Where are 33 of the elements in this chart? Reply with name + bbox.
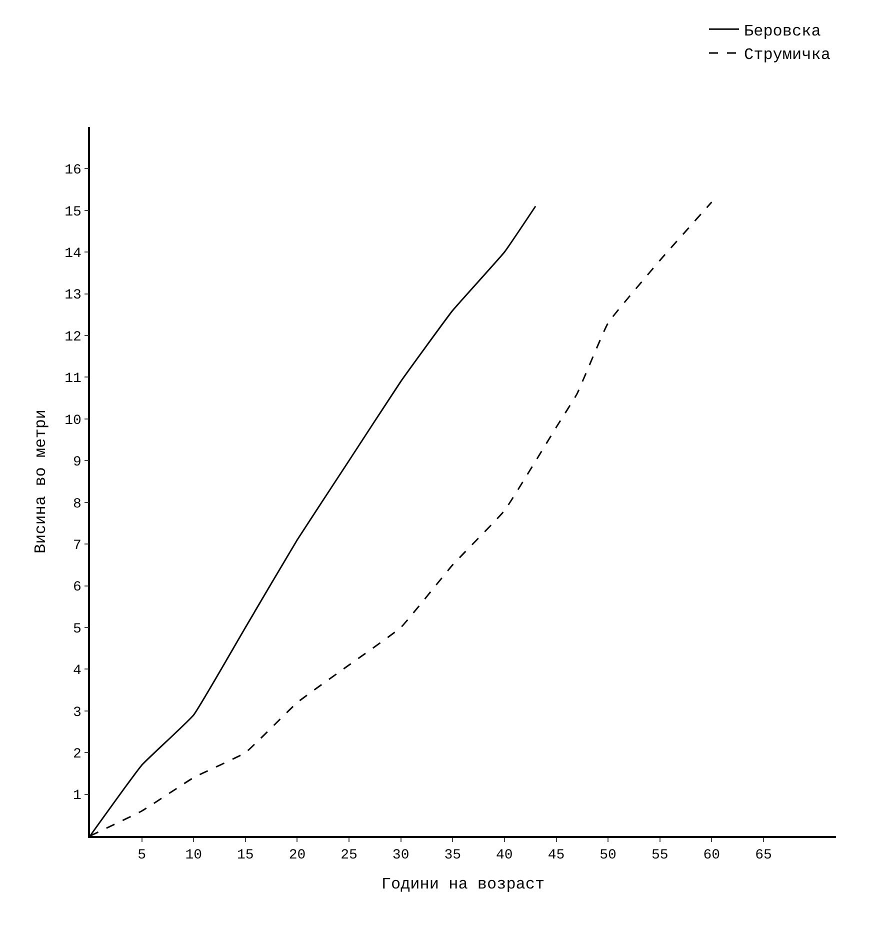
y-tick-label: 12 xyxy=(64,329,82,346)
x-tick-label: 25 xyxy=(340,848,358,864)
y-tick-label: 5 xyxy=(73,621,82,638)
x-tick-label: 15 xyxy=(237,848,254,864)
legend-label: Беровска xyxy=(744,22,822,40)
x-tick-label: 5 xyxy=(138,848,146,864)
x-tick-label: 55 xyxy=(651,848,668,864)
y-tick-label: 7 xyxy=(73,538,82,554)
x-tick-label: 65 xyxy=(755,848,772,864)
y-tick-label: 3 xyxy=(73,704,82,721)
x-axis-title: Години на возраст xyxy=(381,876,545,894)
y-tick-label: 1 xyxy=(73,788,82,804)
y-tick-label: 2 xyxy=(73,746,82,762)
legend-label: Струмичка xyxy=(744,46,831,64)
y-tick-label: 9 xyxy=(73,454,82,471)
y-tick-label: 15 xyxy=(64,204,82,220)
x-tick-label: 30 xyxy=(392,848,410,864)
y-tick-label: 11 xyxy=(64,371,82,388)
x-tick-label: 35 xyxy=(444,848,462,864)
y-tick-label: 14 xyxy=(64,246,82,262)
y-tick-label: 16 xyxy=(64,162,82,179)
x-tick-label: 45 xyxy=(548,848,565,864)
y-tick-label: 13 xyxy=(64,288,82,304)
y-tick-label: 10 xyxy=(64,412,82,429)
x-tick-label: 10 xyxy=(185,848,202,864)
y-tick-label: 8 xyxy=(73,496,82,512)
x-tick-label: 40 xyxy=(496,848,513,864)
x-tick-label: 50 xyxy=(600,848,616,864)
x-tick-label: 20 xyxy=(288,848,306,864)
x-tick-label: 60 xyxy=(703,848,720,864)
y-axis-title: Висина во метри xyxy=(32,409,50,554)
y-tick-label: 4 xyxy=(73,663,82,680)
y-tick-label: 6 xyxy=(73,580,82,596)
